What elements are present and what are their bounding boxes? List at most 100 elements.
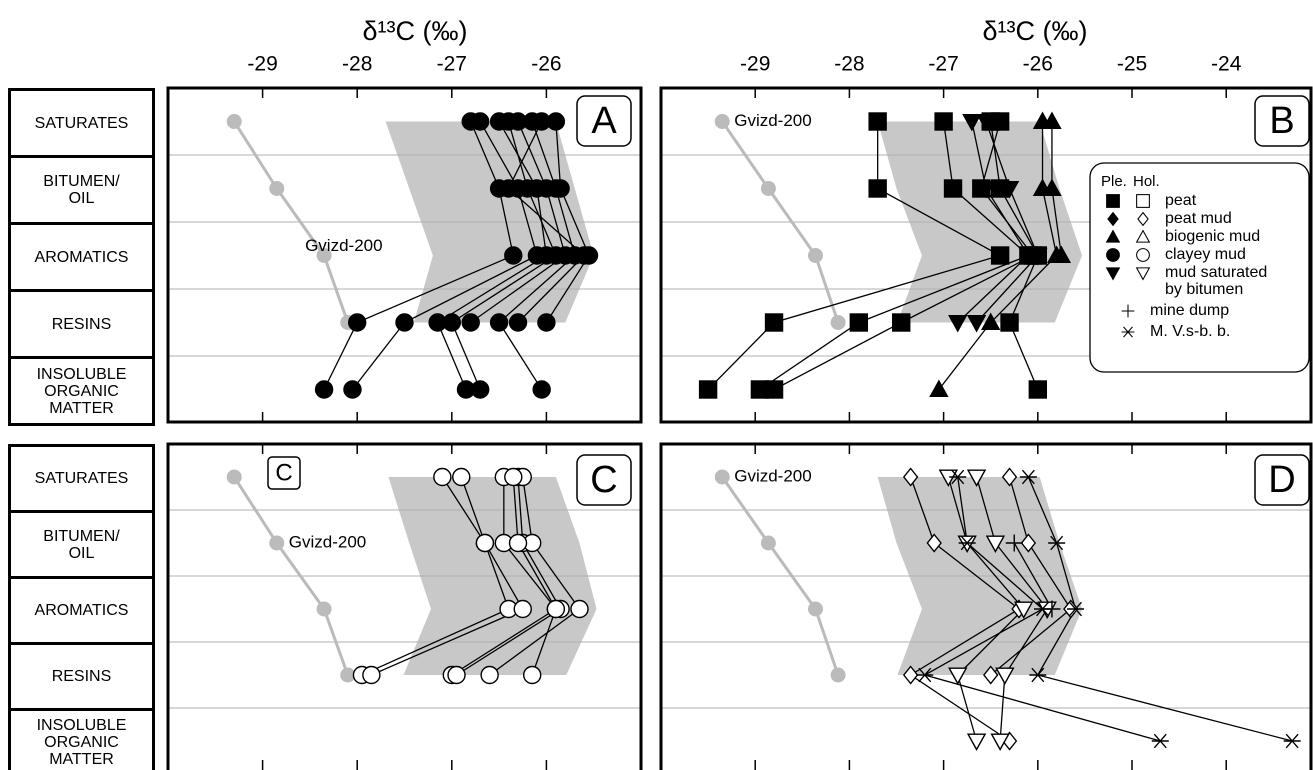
sample-line [512, 476, 557, 676]
panel-label: B [1269, 100, 1294, 142]
row-label: SATURATES [8, 88, 155, 158]
panel-frame [659, 442, 1313, 770]
sample-point [551, 179, 570, 198]
row-label: SATURATES [8, 444, 155, 513]
sample-point [943, 179, 963, 198]
sample-point [966, 469, 987, 487]
sample-point [985, 535, 1006, 553]
sample-point [958, 535, 976, 551]
legend-label: biogenic mud [1165, 228, 1260, 245]
series-label: Gvizd-200 [305, 236, 382, 255]
sample-point [442, 313, 461, 332]
sample-point [546, 599, 566, 619]
legend-label: peat mud [1165, 210, 1232, 227]
sample-point [902, 665, 919, 685]
x-tick-label: -29 [740, 53, 770, 76]
reference-line [232, 120, 350, 323]
reference-point [316, 248, 332, 263]
sample-line [990, 476, 1072, 676]
sample-point [764, 380, 784, 399]
inset-label-box [267, 456, 301, 490]
legend-marker [1105, 267, 1121, 281]
sample-line [976, 121, 1039, 323]
sample-point [362, 665, 381, 685]
panel-label: C [590, 459, 617, 501]
panel-label-box [1254, 454, 1310, 506]
row-label: BITUMEN/ OIL [8, 155, 155, 225]
sample-point [1283, 733, 1301, 749]
sample-point [480, 665, 499, 685]
x-axis-title: δ¹³C (‰) [363, 16, 468, 46]
sample-point [1028, 247, 1048, 266]
legend-marker [1135, 267, 1151, 281]
sample-point [981, 312, 1001, 330]
inset-label: C [275, 459, 292, 486]
sample-point [926, 533, 942, 553]
sample-point [990, 246, 1010, 265]
sample-point [343, 380, 362, 399]
reference-point [807, 601, 823, 617]
sample-point [1005, 534, 1023, 552]
legend-marker [1136, 248, 1150, 262]
sample-point [962, 113, 982, 132]
legend-label: M. V.s-b. b. [1150, 323, 1230, 340]
sample-point [849, 313, 869, 332]
reference-point [340, 667, 356, 683]
reference-point [714, 114, 730, 129]
panel: Gvizd-200 D [659, 442, 1313, 770]
series-label: Gvizd-200 [734, 466, 811, 485]
sample-point [929, 379, 949, 397]
row-label: INSOLUBLE ORGANIC MATTER [8, 356, 155, 426]
legend-column-header: Hol. [1133, 173, 1160, 190]
x-tick-label: -28 [342, 53, 372, 76]
sample-point [966, 315, 987, 333]
legend-column-header: Ple. [1101, 173, 1127, 190]
row-label: RESINS [8, 642, 155, 711]
x-tick-label: -29 [247, 53, 277, 76]
sample-point [508, 533, 528, 553]
sample-point [934, 112, 953, 131]
sample-point [868, 112, 887, 131]
sample-line [456, 476, 562, 676]
reference-point [807, 248, 823, 263]
sample-point [504, 246, 523, 265]
sample-line [470, 121, 567, 324]
x-tick-label: -25 [1117, 53, 1147, 76]
reference-point [760, 181, 776, 196]
sample-point [508, 313, 528, 332]
panel: Gvizd-200 C C [166, 442, 643, 770]
sample-point [698, 380, 718, 399]
sample-point [764, 313, 784, 332]
panel-frame [166, 86, 643, 424]
sample-point [452, 467, 471, 487]
panel-frame [166, 442, 643, 770]
x-tick-label: -27 [437, 53, 467, 76]
reference-point [714, 469, 730, 485]
sample-point [579, 246, 599, 265]
sample-point [1043, 600, 1061, 618]
legend-marker [1106, 194, 1120, 208]
sample-point [949, 469, 967, 485]
sample-point [470, 112, 490, 131]
sample-point [348, 313, 367, 332]
row-label: BITUMEN/ OIL [8, 510, 155, 579]
sample-point [990, 733, 1010, 751]
sample-point [513, 599, 532, 619]
sample-point [1013, 601, 1034, 619]
sample-line [545, 121, 590, 323]
panel-label: A [591, 100, 617, 142]
legend-marker [1135, 229, 1151, 243]
x-tick-label: -26 [531, 53, 561, 76]
series-label: Gvizd-200 [289, 532, 366, 551]
sample-point [1048, 535, 1066, 551]
reference-line [720, 120, 840, 323]
sample-line [957, 121, 1030, 323]
sample-point [938, 469, 959, 487]
reference-point [316, 601, 332, 617]
sample-point [1020, 533, 1037, 553]
x-tick-label: -27 [928, 53, 958, 76]
legend-marker [1136, 194, 1150, 208]
sample-point [976, 113, 996, 132]
